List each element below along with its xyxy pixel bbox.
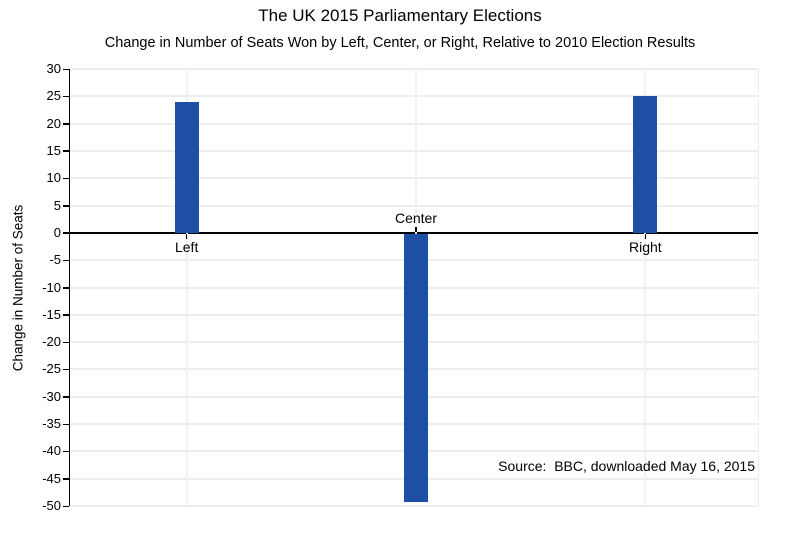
y-axis-tick <box>63 205 69 207</box>
y-axis-tick <box>63 341 69 344</box>
y-axis-tick <box>63 68 69 70</box>
chart-subtitle: Change in Number of Seats Won by Left, C… <box>104 35 696 51</box>
y-tick-label: 30 <box>46 61 61 76</box>
category-gridline <box>185 69 188 506</box>
category-tick <box>185 233 188 239</box>
y-tick-label: -30 <box>42 388 61 404</box>
y-axis-tick <box>63 478 69 480</box>
y-axis-tick <box>63 287 69 289</box>
y-tick-label: 15 <box>46 142 61 158</box>
y-tick-label: -10 <box>42 279 61 295</box>
y-axis-tick <box>63 150 69 152</box>
category-label-left: Left <box>174 238 199 255</box>
y-axis-tick <box>63 423 69 426</box>
y-tick-label: -50 <box>42 498 61 513</box>
y-axis-tick <box>63 259 69 262</box>
y-tick-label: 25 <box>46 88 61 104</box>
bar-left <box>174 101 199 233</box>
x-axis-line <box>70 232 758 234</box>
y-axis-tick <box>63 450 69 453</box>
y-tick-label: 5 <box>53 197 61 213</box>
category-label-right: Right <box>628 238 662 255</box>
chart-title: The UK 2015 Parliamentary Elections <box>258 6 542 25</box>
y-axis-tick <box>63 396 69 398</box>
source-annotation: Source: BBC, downloaded May 16, 2015 <box>498 458 755 474</box>
category-gridline <box>644 69 647 506</box>
y-tick-label: 0 <box>53 224 61 240</box>
category-tick <box>644 233 647 239</box>
gridline <box>70 177 758 180</box>
gridline <box>70 68 758 70</box>
gridline <box>70 149 758 152</box>
category-tick <box>415 227 417 233</box>
y-tick-label: -25 <box>42 361 61 377</box>
gridline <box>70 505 758 507</box>
y-tick-label: -5 <box>49 252 61 268</box>
gridline <box>70 95 758 98</box>
bar-right <box>633 96 658 233</box>
y-axis-tick <box>63 95 69 98</box>
bar-center <box>404 233 428 502</box>
y-tick-label: 20 <box>46 115 61 131</box>
y-tick-label: -15 <box>42 306 61 322</box>
y-tick-label: -45 <box>42 470 61 486</box>
y-tick-label: 10 <box>46 170 61 186</box>
y-axis-tick <box>63 177 69 180</box>
y-axis-tick <box>63 314 69 316</box>
category-label-center: Center <box>394 209 438 226</box>
y-axis-tick <box>63 505 69 507</box>
y-tick-label: -35 <box>42 416 61 432</box>
y-tick-label: -20 <box>42 334 61 350</box>
y-axis-tick <box>63 368 69 371</box>
y-axis-tick <box>63 232 69 234</box>
y-axis-tick <box>63 123 69 125</box>
gridline <box>70 122 758 125</box>
gridline <box>70 204 758 207</box>
y-tick-label: -40 <box>42 443 61 459</box>
plot-area: Left Center Right <box>63 68 759 507</box>
